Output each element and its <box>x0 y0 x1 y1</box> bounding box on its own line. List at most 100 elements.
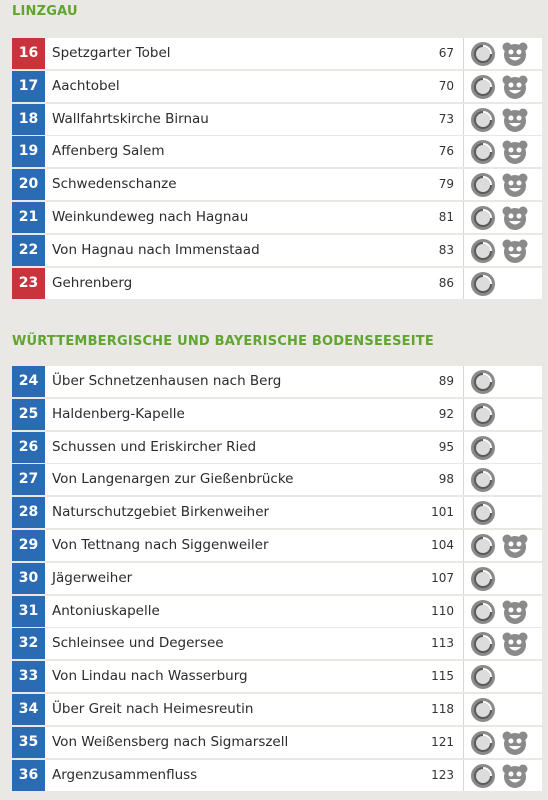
separator <box>463 431 464 463</box>
walk-icon <box>471 534 495 558</box>
walk-icon <box>471 665 495 690</box>
toc-row: 28 Naturschutzgebiet Birkenweiher 101 <box>12 497 542 529</box>
page-number: 113 <box>431 636 454 651</box>
separator <box>463 398 464 430</box>
separator <box>463 202 464 233</box>
kids-icon <box>502 600 528 624</box>
page-number: 73 <box>438 111 454 126</box>
route-title: Von Lindau nach Wasserburg <box>52 668 248 685</box>
page-number: 110 <box>431 603 454 618</box>
toc-row: 20 Schwedenschanze 79 <box>12 169 542 201</box>
route-number: 31 <box>12 595 45 627</box>
route-title: Spetzgarter Tobel <box>52 45 171 61</box>
page-number: 98 <box>438 472 454 487</box>
toc-row: 25 Haldenberg-Kapelle 92 <box>12 398 542 430</box>
route-number: 25 <box>12 398 45 430</box>
walk-icon <box>471 698 495 722</box>
kids-icon <box>502 632 528 657</box>
page-number: 95 <box>438 439 454 454</box>
separator <box>463 595 464 627</box>
route-number: 26 <box>12 431 45 463</box>
route-number: 32 <box>12 628 45 660</box>
kids-icon <box>502 239 528 263</box>
walk-icon <box>471 370 495 394</box>
separator <box>463 169 464 201</box>
route-number: 27 <box>12 464 45 496</box>
walk-icon <box>471 140 495 165</box>
route-number: 22 <box>12 234 45 266</box>
page-number: 81 <box>438 210 454 224</box>
separator <box>463 497 464 529</box>
route-number: 24 <box>12 366 45 397</box>
toc-row: 34 Über Greit nach Heimesreutin 118 <box>12 694 542 725</box>
walk-icon <box>471 238 495 263</box>
separator <box>463 366 464 397</box>
page-number: 86 <box>438 275 454 290</box>
separator <box>463 759 464 791</box>
toc-row: 21 Weinkundeweg nach Hagnau 81 <box>12 202 542 233</box>
separator <box>463 38 464 69</box>
page-number: 121 <box>431 734 454 749</box>
separator <box>463 103 464 135</box>
page-number: 118 <box>431 702 454 716</box>
page-number: 83 <box>438 242 454 257</box>
walk-icon <box>471 271 495 296</box>
route-title: Weinkundeweg nach Hagnau <box>52 209 249 225</box>
toc-row: 27 Von Langenargen zur Gießenbrücke 98 <box>12 464 542 496</box>
route-title: Naturschutzgebiet Birkenweiher <box>52 504 270 521</box>
toc-row: 36 Argenzusammenfluss 123 <box>12 759 542 791</box>
page-number: 115 <box>431 669 454 684</box>
route-title: Affenberg Salem <box>52 143 165 160</box>
route-title: Aachtobel <box>52 77 120 94</box>
toc-row: 31 Antoniuskapelle 110 <box>12 595 542 627</box>
separator <box>463 70 464 102</box>
separator <box>463 562 464 594</box>
route-title: Von Langenargen zur Gießenbrücke <box>52 471 294 488</box>
route-number: 23 <box>12 267 45 299</box>
toc-row: 16 Spetzgarter Tobel 67 <box>12 38 542 69</box>
separator <box>463 530 464 561</box>
page-number: 89 <box>438 374 454 388</box>
walk-icon <box>471 173 495 198</box>
walk-icon <box>471 402 495 427</box>
kids-icon <box>502 206 528 230</box>
toc-row: 33 Von Lindau nach Wasserburg 115 <box>12 661 542 693</box>
page-number: 70 <box>438 78 454 93</box>
route-number: 17 <box>12 70 45 102</box>
toc-row: 26 Schussen und Eriskircher Ried 95 <box>12 431 542 463</box>
kids-icon <box>502 764 528 788</box>
route-number: 21 <box>12 202 45 233</box>
walk-icon <box>471 730 495 755</box>
page-number: 79 <box>438 177 454 192</box>
toc-row: 35 Von Weißensberg nach Sigmarszell 121 <box>12 726 542 758</box>
kids-icon <box>502 534 528 558</box>
route-number: 16 <box>12 38 45 69</box>
separator <box>463 694 464 725</box>
route-title: Schussen und Eriskircher Ried <box>52 438 257 455</box>
kids-icon <box>502 108 528 132</box>
toc-row: 17 Aachtobel 70 <box>12 70 542 102</box>
toc-row: 23 Gehrenberg 86 <box>12 267 542 299</box>
toc-row: 24 Über Schnetzenhausen nach Berg 89 <box>12 366 542 397</box>
page-number: 92 <box>438 406 454 421</box>
route-number: 35 <box>12 726 45 758</box>
toc-row: 19 Affenberg Salem 76 <box>12 136 542 168</box>
route-title: Antoniuskapelle <box>52 602 160 619</box>
walk-icon <box>471 107 495 132</box>
walk-icon <box>471 599 495 624</box>
walk-icon <box>471 74 495 99</box>
kids-icon <box>502 42 528 66</box>
route-title: Schwedenschanze <box>52 176 177 193</box>
page-number: 76 <box>438 144 454 159</box>
kids-icon <box>502 140 528 165</box>
route-title: Argenzusammenfluss <box>52 766 198 783</box>
route-number: 29 <box>12 530 45 561</box>
route-title: Über Schnetzenhausen nach Berg <box>52 373 282 389</box>
route-title: Jägerweiher <box>52 569 133 586</box>
route-number: 36 <box>12 759 45 791</box>
kids-icon <box>502 731 528 755</box>
route-title: Von Tettnang nach Siggenweiler <box>52 537 269 553</box>
route-title: Wallfahrtskirche Birnau <box>52 110 209 127</box>
route-title: Von Weißensberg nach Sigmarszell <box>52 733 289 750</box>
